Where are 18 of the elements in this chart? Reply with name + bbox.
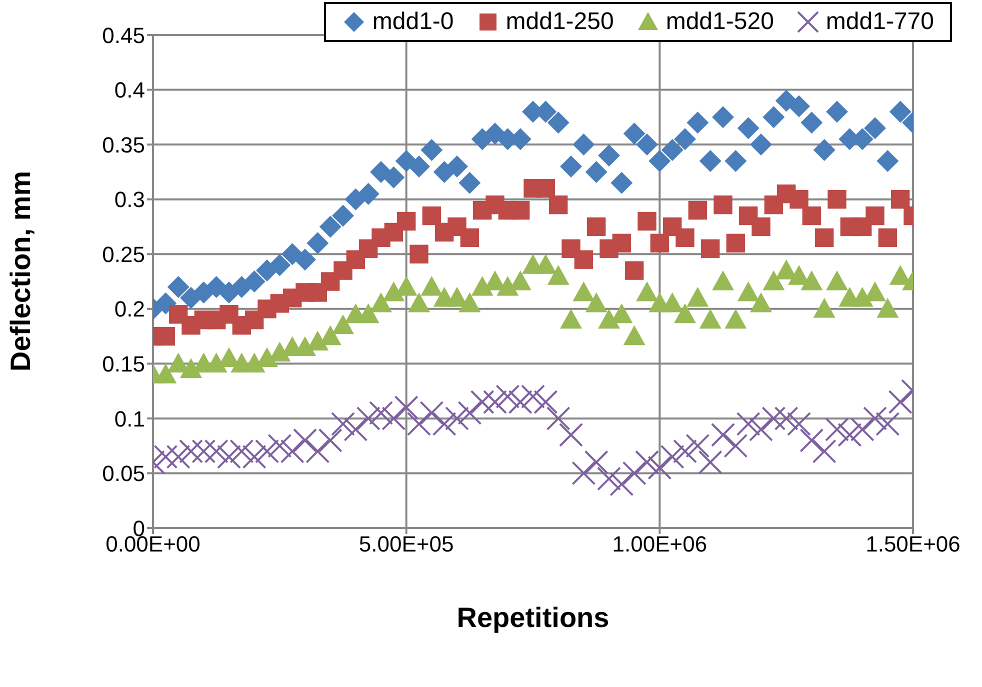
x-axis-title: Repetitions (456, 602, 610, 633)
y-tick-label: 0.45 (102, 22, 145, 48)
x-tick-label: 5.00E+05 (358, 532, 454, 557)
y-tick-label: 0.35 (102, 132, 145, 158)
y-tick-label: 0.2 (114, 296, 145, 322)
y-tick-label: 0.05 (102, 461, 145, 486)
y-tick-label: 0.15 (102, 351, 145, 376)
legend-label: mdd1-0 (372, 8, 454, 36)
x-tick-label: 1.00E+06 (612, 532, 708, 557)
y-tick-label: 0.1 (114, 406, 145, 432)
y-axis-title: Deflection, mm (4, 170, 36, 372)
legend-label: mdd1-250 (506, 8, 614, 36)
x-tick-label: 1.50E+06 (866, 532, 960, 557)
y-tick-label: 0.25 (102, 242, 145, 267)
legend-label: mdd1-520 (666, 8, 774, 36)
y-tick-label: 0.3 (114, 187, 145, 212)
legend-label: mdd1-770 (826, 8, 934, 36)
y-tick-label: 0.4 (114, 78, 145, 103)
